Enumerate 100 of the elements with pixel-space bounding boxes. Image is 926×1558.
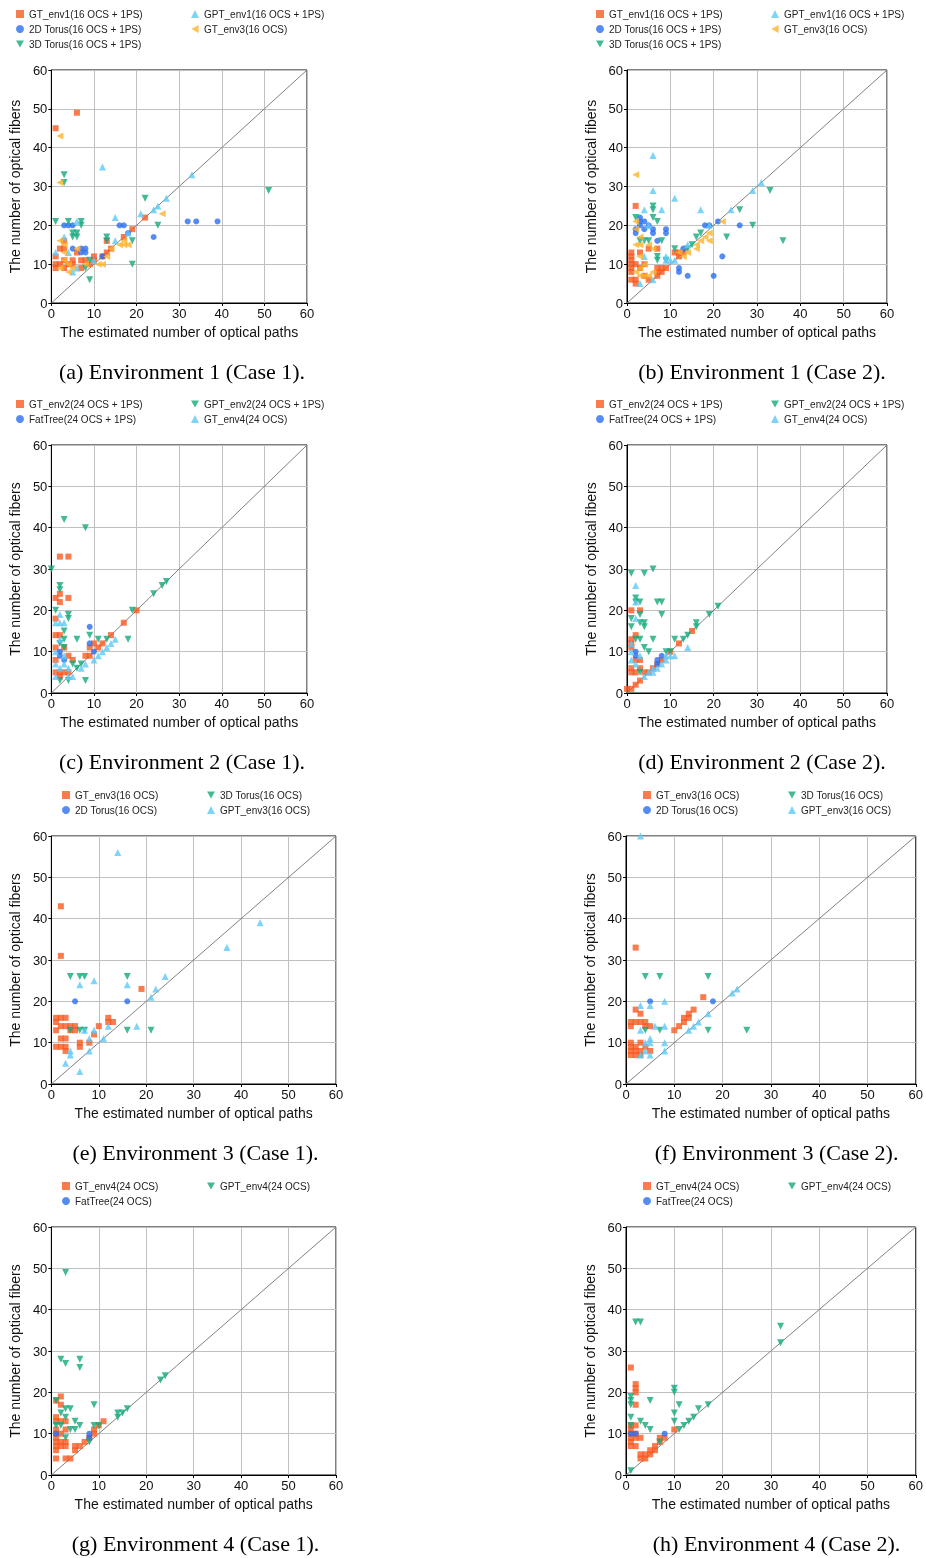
x-tick-label: 30	[171, 306, 187, 321]
y-axis-title: The number of optical fibers	[582, 482, 599, 656]
x-tick-label: 20	[139, 1478, 154, 1493]
x-tick-label: 20	[715, 1087, 730, 1102]
y-tick-label: 60	[32, 828, 48, 844]
x-tick-label: 10	[663, 696, 678, 711]
legend-label: FatTree(24 OCS + 1PS)	[609, 413, 717, 425]
legend-label: FatTree(24 OCS)	[656, 1195, 733, 1207]
y-tick-label: 50	[607, 1260, 622, 1276]
x-tick-label: 20	[129, 306, 144, 321]
x-tick-label: 30	[763, 1478, 779, 1493]
y-tick-label: 0	[615, 295, 623, 311]
x-tick-label: 20	[706, 696, 721, 711]
y-tick-label: 20	[608, 217, 623, 233]
x-tick-label: 20	[715, 1478, 730, 1493]
y-tick-label: 0	[40, 685, 48, 701]
x-tick-label: 60	[299, 696, 315, 711]
y-tick-label: 50	[32, 101, 48, 117]
legend-label: GPT_env3(16 OCS)	[220, 804, 311, 816]
y-tick-label: 0	[615, 685, 623, 701]
y-tick-label: 60	[608, 62, 623, 78]
y-tick-label: 30	[607, 1343, 622, 1359]
y-tick-label: 60	[32, 1219, 48, 1235]
legend-label: GPT_env2(24 OCS + 1PS)	[784, 398, 905, 410]
x-axis-title: The estimated number of optical paths	[60, 323, 299, 340]
legend-label: 3D Torus(16 OCS + 1PS)	[29, 38, 142, 50]
y-tick-label: 20	[32, 217, 48, 233]
y-tick-label: 20	[32, 602, 48, 618]
y-tick-label: 60	[607, 1219, 622, 1235]
legend-label: GT_env4(24 OCS)	[656, 1180, 740, 1192]
legend-label: GT_env1(16 OCS + 1PS)	[29, 8, 143, 20]
y-tick-label: 40	[607, 911, 622, 927]
y-tick-label: 40	[608, 140, 623, 156]
y-tick-label: 30	[607, 952, 622, 968]
x-tick-label: 10	[667, 1087, 682, 1102]
y-tick-label: 10	[32, 644, 48, 660]
x-axis-title: The estimated number of optical paths	[60, 713, 299, 730]
y-tick-label: 20	[607, 993, 622, 1009]
y-tick-label: 20	[32, 993, 48, 1009]
x-tick-label: 40	[793, 306, 808, 321]
text: (e) Environment 3 (Case 1).	[72, 1139, 319, 1165]
y-tick-label: 50	[32, 478, 48, 494]
y-tick-label: 10	[607, 1426, 622, 1442]
y-tick-label: 40	[32, 1302, 48, 1318]
y-tick-label: 60	[32, 437, 48, 453]
legend-label: GPT_env2(24 OCS + 1PS)	[204, 398, 325, 410]
x-tick-label: 10	[91, 1478, 107, 1493]
legend-label: GPT_env3(16 OCS)	[801, 804, 892, 816]
y-tick-label: 10	[607, 1035, 622, 1051]
y-tick-label: 10	[32, 1426, 48, 1442]
legend-label: FatTree(24 OCS)	[75, 1195, 152, 1207]
legend-label: GT_env2(24 OCS + 1PS)	[29, 398, 143, 410]
y-tick-label: 10	[32, 256, 48, 272]
x-tick-label: 60	[328, 1478, 344, 1493]
y-tick-label: 40	[32, 911, 48, 927]
legend-label: 2D Torus(16 OCS + 1PS)	[29, 23, 142, 35]
y-tick-label: 40	[32, 140, 48, 156]
y-tick-label: 30	[32, 1343, 48, 1359]
x-tick-label: 60	[908, 1478, 923, 1493]
y-tick-label: 0	[40, 1467, 48, 1483]
x-tick-label: 30	[749, 306, 765, 321]
x-tick-label: 20	[129, 696, 144, 711]
x-tick-label: 60	[879, 696, 895, 711]
y-tick-label: 30	[608, 179, 623, 194]
legend-label: 2D Torus(16 OCS)	[656, 804, 739, 816]
x-tick-label: 10	[86, 306, 102, 321]
x-tick-label: 30	[749, 696, 765, 711]
y-axis-title: The number of optical fibers	[7, 482, 23, 656]
x-tick-label: 50	[836, 696, 851, 711]
legend-label: 2D Torus(16 OCS + 1PS)	[609, 23, 722, 35]
y-tick-label: 0	[40, 295, 48, 311]
text: (h) Environment 4 (Case 2).	[652, 1530, 901, 1556]
text: (c) Environment 2 (Case 1).	[58, 748, 306, 774]
x-tick-label: 60	[879, 306, 895, 321]
x-tick-label: 40	[233, 1087, 249, 1102]
y-tick-label: 50	[608, 478, 623, 494]
y-tick-label: 20	[607, 1384, 622, 1400]
y-tick-label: 50	[608, 101, 623, 117]
legend-label: GPT_env1(16 OCS + 1PS)	[204, 8, 325, 20]
x-tick-label: 40	[811, 1478, 827, 1493]
text: (b) Environment 1 (Case 2).	[638, 358, 886, 384]
legend-label: GT_env3(16 OCS)	[656, 789, 740, 801]
text: (f) Environment 3 (Case 2).	[654, 1139, 899, 1165]
y-tick-label: 10	[608, 644, 623, 660]
y-tick-label: 0	[614, 1467, 622, 1483]
x-tick-label: 40	[233, 1478, 249, 1493]
x-tick-label: 50	[281, 1087, 296, 1102]
legend-label: GT_env3(16 OCS)	[204, 23, 288, 35]
y-tick-label: 30	[608, 561, 623, 577]
x-tick-label: 10	[91, 1087, 107, 1102]
y-tick-label: 30	[32, 561, 48, 577]
x-tick-label: 40	[214, 306, 230, 321]
y-tick-label: 50	[32, 1260, 48, 1276]
y-tick-label: 50	[32, 869, 48, 885]
text: (a) Environment 1 (Case 1).	[58, 358, 306, 384]
y-tick-label: 50	[607, 869, 622, 885]
x-tick-label: 40	[793, 696, 808, 711]
y-axis-title: The number of optical fibers	[7, 1264, 23, 1438]
y-axis-title: The number of optical fibers	[7, 873, 23, 1047]
y-tick-label: 0	[614, 1076, 622, 1092]
